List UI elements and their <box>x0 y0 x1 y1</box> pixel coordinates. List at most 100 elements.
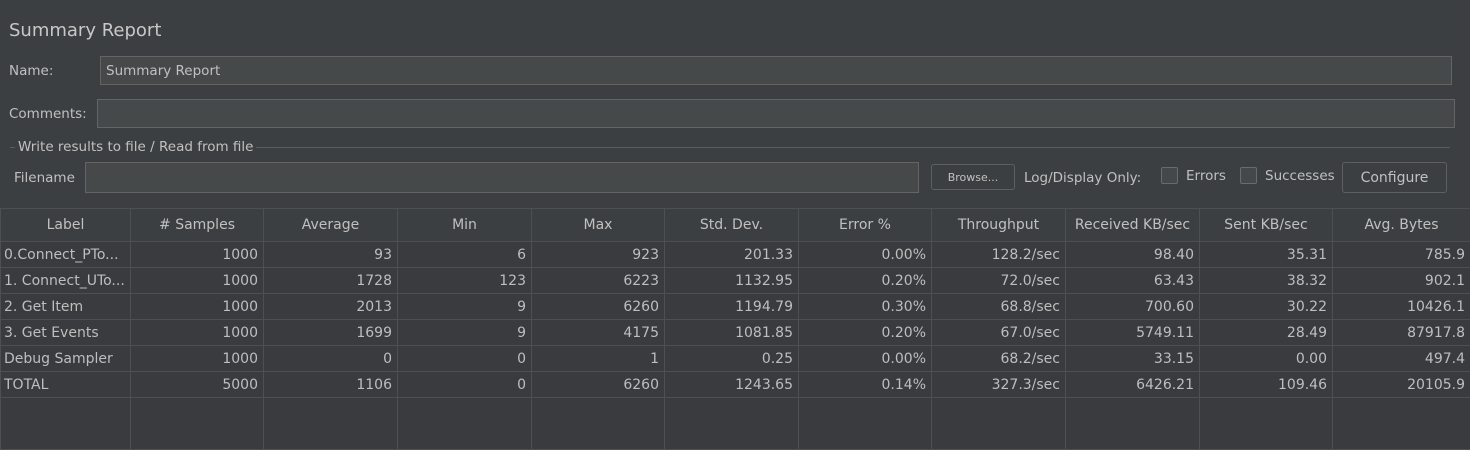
table-cell: 1243.65 <box>665 372 799 398</box>
column-header-samples[interactable]: # Samples <box>131 209 264 242</box>
table-cell: TOTAL <box>1 372 131 398</box>
table-cell: 1 <box>532 346 665 372</box>
table-cell: 28.49 <box>1200 320 1333 346</box>
table-cell: 9 <box>398 294 532 320</box>
log-display-only-label: Log/Display Only: <box>1024 170 1141 186</box>
table-cell: 2013 <box>264 294 398 320</box>
column-header-min[interactable]: Min <box>398 209 532 242</box>
table-cell: 785.9 <box>1333 242 1470 268</box>
table-cell: 902.1 <box>1333 268 1470 294</box>
file-section-legend: Write results to file / Read from file <box>15 139 256 155</box>
column-header-sent-kb-sec[interactable]: Sent KB/sec <box>1200 209 1333 242</box>
successes-label: Successes <box>1265 168 1335 184</box>
empty-cell <box>1066 398 1200 450</box>
table-cell: 6 <box>398 242 532 268</box>
page-title: Summary Report <box>9 20 161 41</box>
column-header-avg-bytes[interactable]: Avg. Bytes <box>1333 209 1470 242</box>
empty-cell <box>665 398 799 450</box>
filename-label: Filename <box>14 170 75 186</box>
empty-cell <box>932 398 1066 450</box>
table-cell: 128.2/sec <box>932 242 1066 268</box>
filename-input[interactable] <box>85 162 919 193</box>
table-cell: 5749.11 <box>1066 320 1200 346</box>
column-header-average[interactable]: Average <box>264 209 398 242</box>
column-header-error[interactable]: Error % <box>799 209 932 242</box>
table-cell: 6426.21 <box>1066 372 1200 398</box>
table-cell: 123 <box>398 268 532 294</box>
configure-button[interactable]: Configure <box>1342 162 1447 193</box>
table-cell: 1000 <box>131 294 264 320</box>
comments-input[interactable] <box>97 99 1455 128</box>
table-cell: 6260 <box>532 372 665 398</box>
browse-button[interactable]: Browse... <box>931 164 1015 190</box>
table-cell: 1194.79 <box>665 294 799 320</box>
table-cell: 3. Get Events <box>1 320 131 346</box>
comments-label: Comments: <box>9 106 87 122</box>
table-cell: 35.31 <box>1200 242 1333 268</box>
column-header-throughput[interactable]: Throughput <box>932 209 1066 242</box>
table-cell: 1081.85 <box>665 320 799 346</box>
name-input[interactable] <box>100 56 1452 85</box>
table-cell: 30.22 <box>1200 294 1333 320</box>
empty-cell <box>799 398 932 450</box>
successes-checkbox[interactable] <box>1240 167 1257 184</box>
table-cell: 1000 <box>131 268 264 294</box>
table-cell: 33.15 <box>1066 346 1200 372</box>
table-cell: 9 <box>398 320 532 346</box>
table-cell: 1000 <box>131 346 264 372</box>
table-cell: 700.60 <box>1066 294 1200 320</box>
table-cell: 0.Connect_PTo... <box>1 242 131 268</box>
table-cell: 327.3/sec <box>932 372 1066 398</box>
empty-cell <box>1 398 131 450</box>
name-label: Name: <box>9 63 53 79</box>
table-cell: Debug Sampler <box>1 346 131 372</box>
table-cell: 68.8/sec <box>932 294 1066 320</box>
table-cell: 0 <box>264 346 398 372</box>
table-cell: 0.14% <box>799 372 932 398</box>
table-cell: 1000 <box>131 320 264 346</box>
table-cell: 1000 <box>131 242 264 268</box>
empty-cell <box>264 398 398 450</box>
column-header-label[interactable]: Label <box>1 209 131 242</box>
table-cell: 923 <box>532 242 665 268</box>
empty-table-area <box>1 398 1470 450</box>
table-cell: 87917.8 <box>1333 320 1470 346</box>
table-cell: 1132.95 <box>665 268 799 294</box>
table-cell: 0.25 <box>665 346 799 372</box>
table-cell: 98.40 <box>1066 242 1200 268</box>
table-cell: 5000 <box>131 372 264 398</box>
table-cell: 0.00 <box>1200 346 1333 372</box>
errors-label: Errors <box>1186 168 1226 184</box>
table-cell: 6223 <box>532 268 665 294</box>
empty-cell <box>1333 398 1470 450</box>
table-cell: 93 <box>264 242 398 268</box>
column-header-max[interactable]: Max <box>532 209 665 242</box>
table-cell: 68.2/sec <box>932 346 1066 372</box>
table-cell: 63.43 <box>1066 268 1200 294</box>
table-cell: 4175 <box>532 320 665 346</box>
table-cell: 0.20% <box>799 320 932 346</box>
table-cell: 0.00% <box>799 242 932 268</box>
column-header-received-kb-sec[interactable]: Received KB/sec <box>1066 209 1200 242</box>
table-cell: 0.30% <box>799 294 932 320</box>
table-cell: 0 <box>398 372 532 398</box>
empty-cell <box>131 398 264 450</box>
table-cell: 10426.1 <box>1333 294 1470 320</box>
table-cell: 6260 <box>532 294 665 320</box>
table-cell: 67.0/sec <box>932 320 1066 346</box>
table-cell: 1728 <box>264 268 398 294</box>
column-header-std-dev[interactable]: Std. Dev. <box>665 209 799 242</box>
table-cell: 20105.9 <box>1333 372 1470 398</box>
table-cell: 38.32 <box>1200 268 1333 294</box>
table-cell: 72.0/sec <box>932 268 1066 294</box>
table-cell: 0.00% <box>799 346 932 372</box>
errors-checkbox[interactable] <box>1161 167 1178 184</box>
table-cell: 109.46 <box>1200 372 1333 398</box>
